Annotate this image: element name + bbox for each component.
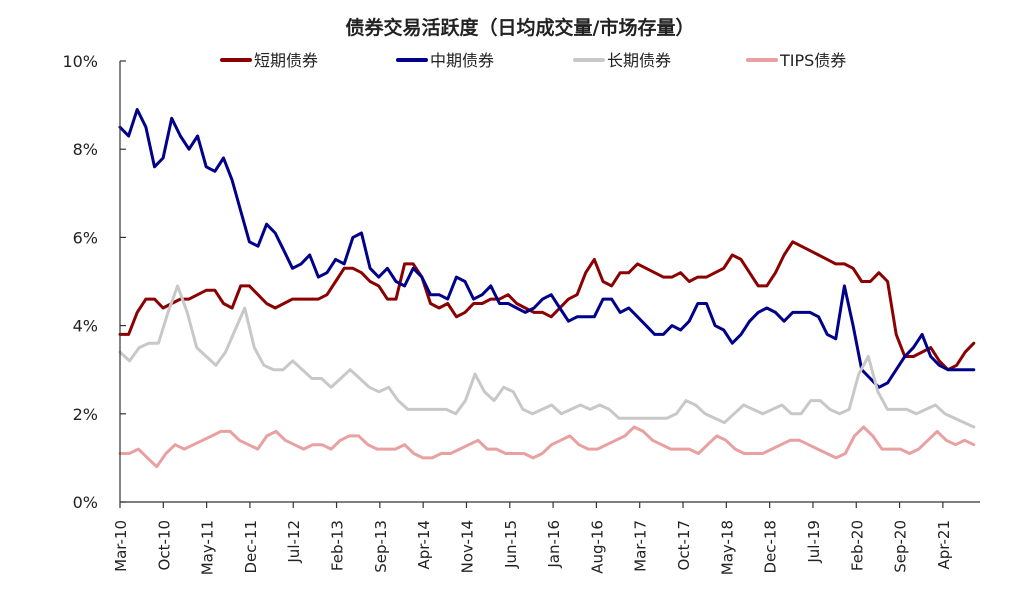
x-tick-label: Jun-15	[502, 520, 520, 569]
x-tick-label: Jan-16	[545, 520, 563, 569]
legend-label-4: TIPS债券	[779, 51, 846, 70]
legend-label-3: 长期债券	[607, 51, 671, 70]
axes-layer: 0% 2% 4% 6% 8% 10% Mar-10 Oct-10 May-11 Dec-11 Jul…	[62, 52, 980, 575]
plot-area: 0% 2% 4% 6% 8% 10% Mar-10 Oct-10 May-11 Dec-11 Jul…	[62, 52, 980, 575]
chart-title: 债券交易活跃度（日均成交量/市场存量）	[346, 16, 695, 39]
legend-label-2: 中期债券	[430, 51, 494, 70]
legend-label-1: 短期债券	[254, 51, 318, 70]
x-tick-label: Nov-14	[458, 520, 476, 573]
y-tick-label: 2%	[73, 405, 98, 424]
x-tick-label: Mar-17	[632, 520, 650, 572]
x-tick-label: Jul-19	[805, 520, 823, 564]
x-tick-label: Oct-17	[675, 520, 693, 570]
x-tick-label: Feb-13	[329, 520, 347, 571]
x-tick-label: Dec-11	[242, 520, 260, 574]
x-tick-label: May-18	[718, 520, 736, 575]
x-tick-label: Jul-12	[285, 520, 303, 564]
x-tick-label: Dec-18	[762, 520, 780, 574]
x-tick-label: Apr-21	[935, 520, 953, 570]
series-line-2	[118, 108, 976, 389]
legend: 短期债券 中期债券 长期债券 TIPS债券	[220, 51, 846, 70]
x-tick-label: Feb-20	[848, 520, 866, 571]
series-line-3	[118, 284, 976, 429]
y-tick-label: 4%	[73, 317, 98, 336]
x-tick-label: Aug-16	[588, 520, 606, 574]
series-layer	[118, 108, 976, 469]
y-tick-label: 8%	[73, 140, 98, 159]
y-tick-label: 6%	[73, 228, 98, 247]
x-tick-label: Mar-10	[112, 520, 130, 572]
series-line-1	[118, 240, 976, 372]
y-tick-label: 0%	[73, 493, 98, 512]
x-tick-label: Apr-14	[415, 520, 433, 570]
x-tick-label: Oct-10	[155, 520, 173, 570]
series-line-4	[118, 425, 976, 469]
x-tick-label: May-11	[199, 520, 217, 575]
x-tick-label: Sep-20	[892, 520, 910, 573]
y-tick-label: 10%	[62, 52, 98, 71]
x-tick-label: Sep-13	[372, 520, 390, 573]
